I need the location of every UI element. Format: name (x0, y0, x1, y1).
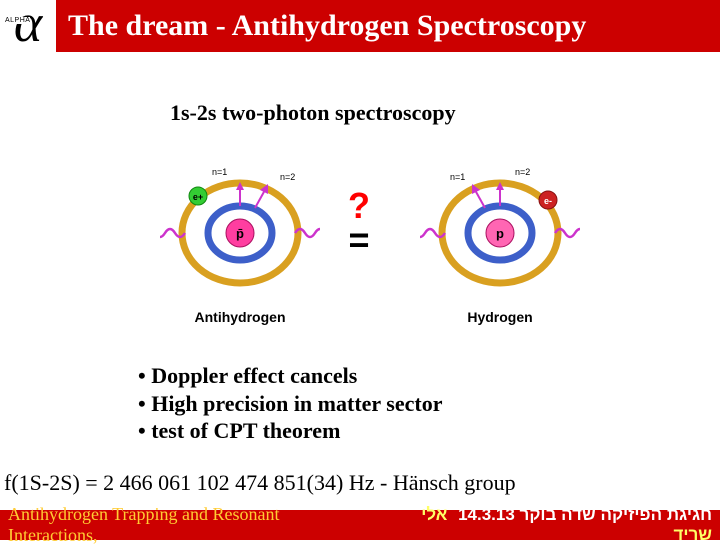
antihydrogen-label: Antihydrogen (160, 309, 320, 325)
spectroscopy-diagram: p̄ e+ n=1 n=2 Antihydrogen ? = p e- (100, 148, 620, 348)
bullet-text: High precision in matter sector (151, 391, 442, 416)
hydrogen-svg: p e- n=2 n=1 (420, 158, 580, 298)
question-equals: ? = (348, 188, 370, 256)
svg-text:n=1: n=1 (212, 167, 227, 177)
bullet-list: • Doppler effect cancels • High precisio… (138, 362, 442, 445)
svg-text:e+: e+ (193, 192, 203, 202)
subtitle: 1s-2s two-photon spectroscopy (160, 96, 466, 130)
svg-text:n=1: n=1 (450, 172, 465, 182)
antihydrogen-atom: p̄ e+ n=1 n=2 Antihydrogen (160, 158, 320, 325)
footer-right: חגיגת הפיזיקה שדה בוקר 14.3.13 אלי שריד (373, 505, 712, 545)
frequency-line: f(1S-2S) = 2 466 061 102 474 851(34) Hz … (4, 470, 516, 496)
footer-event: חגיגת הפיזיקה שדה בוקר 14.3.13 (458, 505, 712, 524)
hydrogen-atom: p e- n=2 n=1 Hydrogen (420, 158, 580, 325)
svg-text:p̄: p̄ (236, 226, 244, 241)
footer-bar: Antihydrogen Trapping and Resonant Inter… (0, 510, 720, 540)
bullet-text: test of CPT theorem (151, 418, 340, 443)
bullet-text: Doppler effect cancels (151, 363, 357, 388)
title-bar: α ALPHA The dream - Antihydrogen Spectro… (0, 0, 720, 52)
page-title: The dream - Antihydrogen Spectroscopy (68, 9, 586, 43)
bullet-item: • High precision in matter sector (138, 390, 442, 418)
equals-sign: = (348, 224, 370, 256)
svg-text:p: p (496, 226, 504, 241)
alpha-label: ALPHA (5, 17, 30, 24)
svg-text:e-: e- (544, 196, 552, 206)
svg-text:n=2: n=2 (280, 172, 295, 182)
bullet-item: • Doppler effect cancels (138, 362, 442, 390)
svg-text:n=2: n=2 (515, 167, 530, 177)
hydrogen-label: Hydrogen (420, 309, 580, 325)
alpha-icon: α (14, 2, 42, 45)
alpha-logo: α ALPHA (0, 0, 56, 52)
bullet-item: • test of CPT theorem (138, 417, 442, 445)
antihydrogen-svg: p̄ e+ n=1 n=2 (160, 158, 320, 298)
